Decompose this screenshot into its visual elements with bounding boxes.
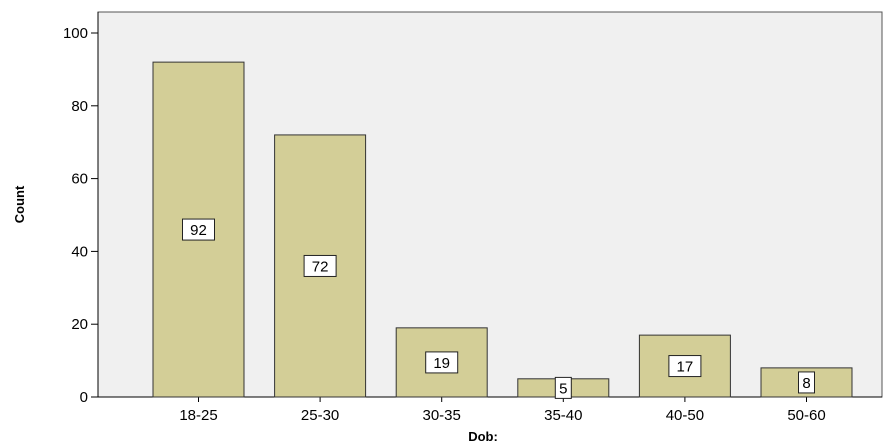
y-tick-label: 100 <box>63 25 88 42</box>
x-tick-label: 35-40 <box>544 407 582 424</box>
y-axis: 0 20 40 60 80 100 <box>63 12 99 406</box>
data-label-box <box>668 355 702 378</box>
x-axis-title: Dob: <box>468 429 498 444</box>
x-tick-label: 25-30 <box>301 407 339 424</box>
x-tick-label: 40-50 <box>666 407 704 424</box>
y-tick-label: 20 <box>71 316 88 333</box>
x-axis: 18-25 25-30 30-35 35-40 40-50 50-60 <box>98 396 882 424</box>
x-tick-label: 18-25 <box>179 407 217 424</box>
y-tick-label: 40 <box>71 243 88 260</box>
data-label-box <box>425 351 459 374</box>
y-tick-label: 60 <box>71 171 88 188</box>
data-label: 8 <box>802 375 810 392</box>
x-tick-label: 50-60 <box>787 407 825 424</box>
data-label: 72 <box>312 258 329 275</box>
y-tick-label: 0 <box>80 389 88 406</box>
data-label: 5 <box>559 380 567 397</box>
data-label: 92 <box>190 222 207 239</box>
data-labels: 92 72 19 5 17 8 <box>182 218 815 399</box>
y-tick-label: 80 <box>71 98 88 115</box>
data-label-box <box>182 218 215 241</box>
x-tick-label: 30-35 <box>423 407 461 424</box>
y-axis-title: Count <box>12 185 27 223</box>
data-label-box <box>554 376 572 399</box>
data-label-box <box>798 371 815 394</box>
data-label-box <box>303 254 337 277</box>
data-label: 19 <box>433 355 450 372</box>
data-label: 17 <box>677 359 694 376</box>
